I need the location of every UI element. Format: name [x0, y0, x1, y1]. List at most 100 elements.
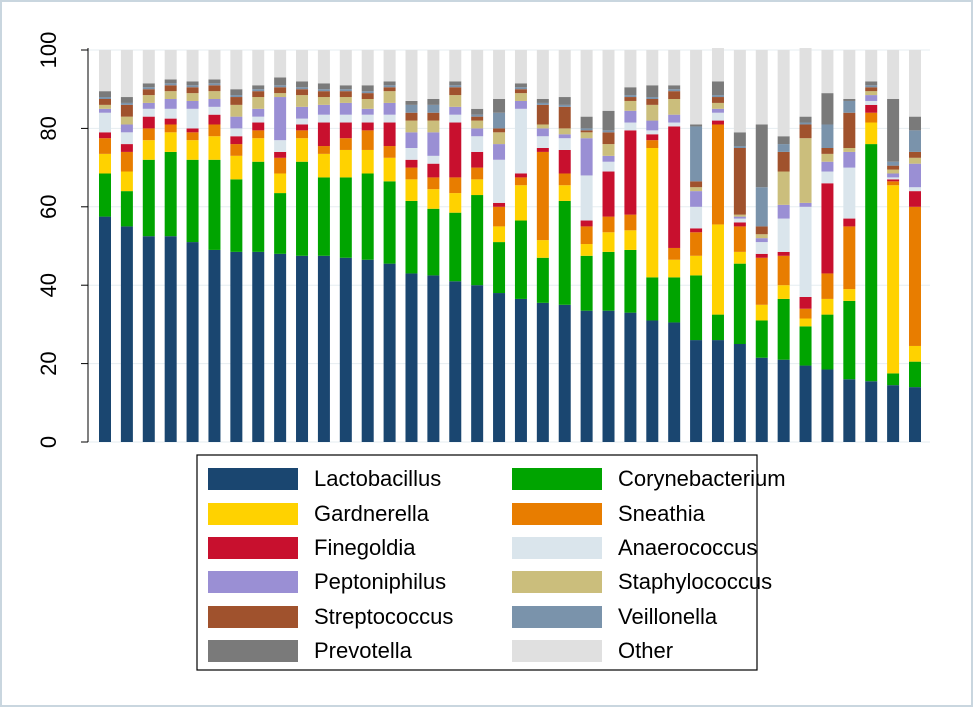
bar-segment: [602, 171, 615, 217]
bar-segment: [909, 116, 921, 131]
bar-segment: [471, 128, 484, 137]
bar-segment: [383, 81, 396, 86]
bar-segment: [755, 357, 768, 442]
bar-segment: [142, 236, 155, 442]
bar-segment: [668, 91, 681, 99]
bar-segment: [339, 138, 352, 150]
bar-segment: [624, 249, 637, 313]
bar-segment: [142, 128, 155, 141]
bar-segment: [514, 87, 527, 90]
bar-segment: [317, 177, 330, 256]
bar-segment: [120, 116, 133, 125]
legend-swatch: [512, 468, 602, 490]
bar-segment: [821, 298, 834, 315]
bar-segment: [711, 95, 724, 98]
bar-segment: [208, 79, 221, 84]
bar-segment: [909, 50, 921, 117]
bar-segment: [668, 259, 681, 278]
bar-segment: [296, 50, 309, 82]
bar-segment: [799, 318, 812, 327]
bar-segment: [383, 181, 396, 264]
bar-segment: [558, 173, 571, 186]
bar-segment: [208, 50, 221, 80]
bar-segment: [449, 177, 462, 194]
legend-swatch: [208, 468, 298, 490]
bar-segment: [164, 50, 177, 80]
bar-segment: [339, 91, 352, 98]
bar-segment: [843, 148, 856, 152]
bar-segment: [361, 259, 374, 442]
bar-segment: [668, 322, 681, 442]
bar-segment: [602, 161, 615, 172]
bar-segment: [361, 114, 374, 123]
bar-segment: [339, 177, 352, 258]
bar-segment: [843, 167, 856, 219]
bar-segment: [690, 124, 703, 127]
bar-segment: [427, 208, 440, 276]
bar-segment: [252, 251, 265, 442]
bar-segment: [164, 118, 177, 125]
bar-segment: [843, 112, 856, 148]
bar-segment: [755, 124, 768, 188]
bar-segment: [668, 85, 681, 90]
legend-label: Corynebacterium: [618, 466, 786, 491]
bar-segment: [602, 50, 615, 111]
bar-segment: [909, 187, 921, 192]
bar-segment: [274, 77, 287, 86]
bar-segment: [296, 95, 309, 107]
bar-segment: [909, 361, 921, 388]
bar-segment: [580, 130, 593, 133]
legend-label: Sneathia: [618, 501, 706, 526]
bar-segment: [580, 116, 593, 129]
bar-segment: [208, 124, 221, 137]
bar-segment: [230, 251, 243, 442]
bar-segment: [733, 216, 746, 219]
bar-segment: [887, 161, 900, 166]
bar-segment: [755, 50, 768, 125]
bar-segment: [493, 50, 506, 99]
bar-segment: [821, 369, 834, 442]
bar-segment: [186, 93, 199, 101]
bar-segment: [449, 114, 462, 123]
bar-segment: [799, 308, 812, 319]
bar-segment: [668, 122, 681, 127]
bar-segment: [777, 50, 790, 137]
bar-segment: [580, 310, 593, 442]
bar-segment: [120, 191, 133, 227]
bar-segment: [602, 232, 615, 252]
bar-segment: [405, 100, 418, 105]
bar-segment: [120, 144, 133, 152]
bar-segment: [208, 106, 221, 115]
bar-segment: [777, 285, 790, 299]
legend-label: Veillonella: [618, 604, 718, 629]
bar-segment: [624, 100, 637, 111]
bar-segment: [339, 97, 352, 103]
bar-segment: [690, 340, 703, 442]
bar-segment: [252, 161, 265, 252]
bar-segment: [843, 289, 856, 301]
bar-segment: [274, 85, 287, 88]
bar-segment: [865, 91, 878, 96]
bar-segment: [99, 173, 111, 217]
bar-segment: [383, 91, 396, 103]
bar-segment: [646, 277, 659, 321]
bar-segment: [887, 165, 900, 170]
bar-segment: [449, 85, 462, 88]
bar-segment: [690, 126, 703, 182]
bar-segment: [142, 102, 155, 109]
bar-segment: [186, 108, 199, 129]
bar-segment: [493, 99, 506, 113]
legend-label: Finegoldia: [314, 535, 416, 560]
bar-segment: [252, 138, 265, 162]
bar-segment: [777, 255, 790, 286]
bar-segment: [777, 144, 790, 152]
bar-segment: [230, 179, 243, 252]
bar-segment: [449, 106, 462, 115]
bar-segment: [711, 48, 724, 82]
bar-segment: [274, 253, 287, 442]
bar-segment: [493, 128, 506, 133]
bar-segment: [449, 281, 462, 442]
legend-swatch: [208, 606, 298, 628]
bar-segment: [777, 136, 790, 145]
bar-segment: [142, 108, 155, 117]
